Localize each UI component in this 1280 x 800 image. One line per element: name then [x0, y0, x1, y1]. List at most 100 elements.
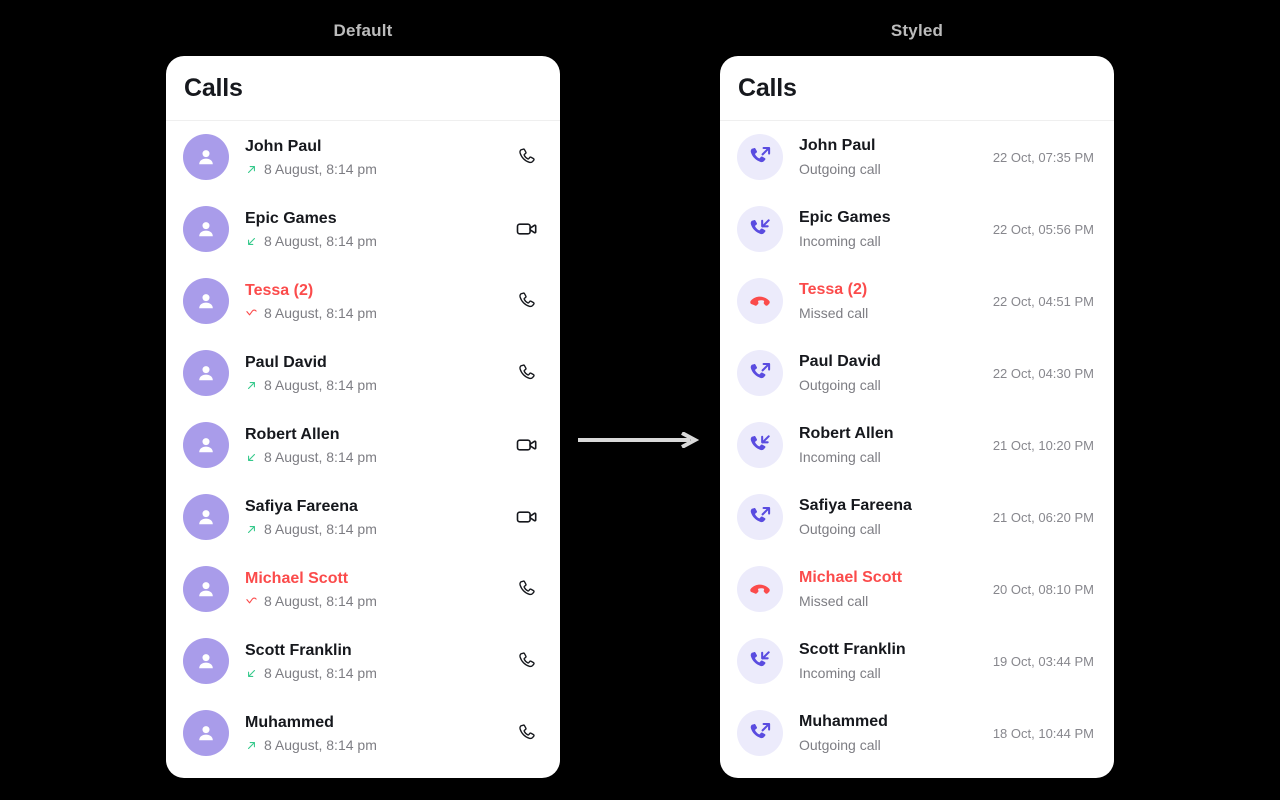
phone-incoming-icon: [747, 216, 773, 242]
call-timestamp: 8 August, 8:14 pm: [264, 592, 377, 609]
contact-name: Epic Games: [245, 209, 337, 227]
call-row-body: Tessa (2) 8 August, 8:14 pm: [229, 281, 514, 322]
contact-name: Tessa (2): [245, 281, 314, 299]
missed-call-icon: [245, 594, 258, 607]
call-type-label: Incoming call: [799, 233, 881, 249]
phone-outgoing-icon: [747, 360, 773, 386]
avatar: [183, 710, 229, 756]
page-title: Calls: [738, 73, 797, 102]
call-timestamp: 21 Oct, 06:20 PM: [992, 509, 1094, 525]
person-icon: [194, 721, 218, 745]
phone-icon[interactable]: [514, 648, 540, 674]
call-meta: 8 August, 8:14 pm: [245, 376, 514, 394]
call-timestamp: 19 Oct, 03:44 PM: [992, 653, 1094, 669]
call-type-badge: [737, 494, 783, 540]
call-meta: 8 August, 8:14 pm: [245, 232, 514, 250]
call-row-body: Muhammed 8 August, 8:14 pm: [229, 713, 514, 754]
contact-name: Paul David: [799, 353, 881, 370]
call-row[interactable]: Epic Games 8 August, 8:14 pm: [166, 193, 560, 265]
avatar: [183, 134, 229, 180]
contact-name: Muhammed: [245, 713, 334, 731]
call-timestamp: 8 August, 8:14 pm: [264, 520, 377, 537]
contact-name: Scott Franklin: [245, 641, 352, 659]
call-meta: 8 August, 8:14 pm: [245, 160, 514, 178]
panel-caption-default: Default: [333, 21, 393, 40]
call-row-body: Muhammed Outgoing call: [783, 712, 983, 754]
person-icon: [194, 145, 218, 169]
call-row[interactable]: Robert Allen Incoming call 21 Oct, 10:20 P…: [720, 409, 1114, 481]
call-row[interactable]: Epic Games Incoming call 22 Oct, 05:56 PM: [720, 193, 1114, 265]
call-row[interactable]: Safiya Fareena 8 August, 8:14 pm: [166, 481, 560, 553]
phone-icon[interactable]: [514, 360, 540, 386]
call-row-body: Robert Allen Incoming call: [783, 424, 983, 466]
video-camera-icon[interactable]: [514, 432, 540, 458]
call-timestamp: 8 August, 8:14 pm: [264, 160, 377, 177]
panel-caption-styled: Styled: [890, 21, 944, 40]
call-row[interactable]: Paul David 8 August, 8:14 pm: [166, 337, 560, 409]
call-timestamp: 22 Oct, 04:51 PM: [992, 293, 1094, 309]
calls-card-default: Calls John Paul 8 August, 8:14 pm Epic Gam…: [166, 56, 560, 778]
call-timestamp: 8 August, 8:14 pm: [264, 376, 377, 393]
calls-card-styled: Calls John Paul Outgoing call 22 Oct, 07:3…: [720, 56, 1114, 778]
phone-icon[interactable]: [514, 288, 540, 314]
call-row[interactable]: Safiya Fareena Outgoing call 21 Oct, 06:20…: [720, 481, 1114, 553]
call-type-label: Incoming call: [799, 665, 881, 681]
contact-name: Muhammed: [799, 713, 888, 730]
call-row[interactable]: Paul David Outgoing call 22 Oct, 04:30 PM: [720, 337, 1114, 409]
avatar: [183, 278, 229, 324]
avatar: [183, 566, 229, 612]
call-row[interactable]: Muhammed Outgoing call 18 Oct, 10:44 PM: [720, 697, 1114, 769]
arrow-up-right-icon: [245, 522, 258, 535]
arrow-down-left-icon: [245, 666, 258, 679]
arrow-up-right-icon: [245, 162, 258, 175]
call-row[interactable]: Scott Franklin Incoming call 19 Oct, 03:44…: [720, 625, 1114, 697]
contact-name: Michael Scott: [799, 569, 903, 586]
call-type-label: Outgoing call: [799, 161, 881, 177]
phone-icon[interactable]: [514, 144, 540, 170]
call-type-label: Outgoing call: [799, 521, 881, 537]
avatar: [183, 350, 229, 396]
call-row[interactable]: Tessa (2) 8 August, 8:14 pm: [166, 265, 560, 337]
call-timestamp: 22 Oct, 07:35 PM: [992, 149, 1094, 165]
avatar: [183, 494, 229, 540]
call-type-badge: [737, 278, 783, 324]
call-type-label: Outgoing call: [799, 737, 881, 753]
call-meta: 8 August, 8:14 pm: [245, 304, 514, 322]
contact-name: Safiya Fareena: [245, 497, 358, 515]
calls-list-default: John Paul 8 August, 8:14 pm Epic Games 8 Au…: [166, 121, 560, 769]
call-type-badge: [737, 206, 783, 252]
video-camera-icon[interactable]: [514, 216, 540, 242]
call-row[interactable]: Michael Scott 8 August, 8:14 pm: [166, 553, 560, 625]
arrow-down-left-icon: [245, 450, 258, 463]
arrow-right-icon: [578, 431, 702, 449]
call-row[interactable]: John Paul 8 August, 8:14 pm: [166, 121, 560, 193]
person-icon: [194, 433, 218, 457]
call-type-badge: [737, 566, 783, 612]
call-meta: 8 August, 8:14 pm: [245, 736, 514, 754]
phone-icon[interactable]: [514, 576, 540, 602]
card-header-default: Calls: [166, 56, 560, 121]
call-row-body: Scott Franklin Incoming call: [783, 640, 983, 682]
call-type-label: Outgoing call: [799, 377, 881, 393]
call-row[interactable]: Michael Scott Missed call 20 Oct, 08:10 PM: [720, 553, 1114, 625]
call-row[interactable]: Robert Allen 8 August, 8:14 pm: [166, 409, 560, 481]
video-camera-icon[interactable]: [514, 504, 540, 530]
call-row[interactable]: Muhammed 8 August, 8:14 pm: [166, 697, 560, 769]
call-type-badge: [737, 134, 783, 180]
contact-name: Robert Allen: [245, 425, 340, 443]
call-row-body: Safiya Fareena Outgoing call: [783, 496, 983, 538]
avatar: [183, 206, 229, 252]
call-timestamp: 21 Oct, 10:20 PM: [992, 437, 1094, 453]
call-timestamp: 8 August, 8:14 pm: [264, 448, 377, 465]
contact-name: Scott Franklin: [799, 641, 906, 658]
call-row[interactable]: John Paul Outgoing call 22 Oct, 07:35 PM: [720, 121, 1114, 193]
phone-icon[interactable]: [514, 720, 540, 746]
call-meta: 8 August, 8:14 pm: [245, 592, 514, 610]
call-row-body: Safiya Fareena 8 August, 8:14 pm: [229, 497, 514, 538]
call-row-body: Paul David Outgoing call: [783, 352, 983, 394]
missed-call-icon: [245, 306, 258, 319]
call-row-body: Michael Scott Missed call: [783, 568, 983, 610]
call-row-body: Robert Allen 8 August, 8:14 pm: [229, 425, 514, 466]
call-row[interactable]: Tessa (2) Missed call 22 Oct, 04:51 PM: [720, 265, 1114, 337]
call-row[interactable]: Scott Franklin 8 August, 8:14 pm: [166, 625, 560, 697]
